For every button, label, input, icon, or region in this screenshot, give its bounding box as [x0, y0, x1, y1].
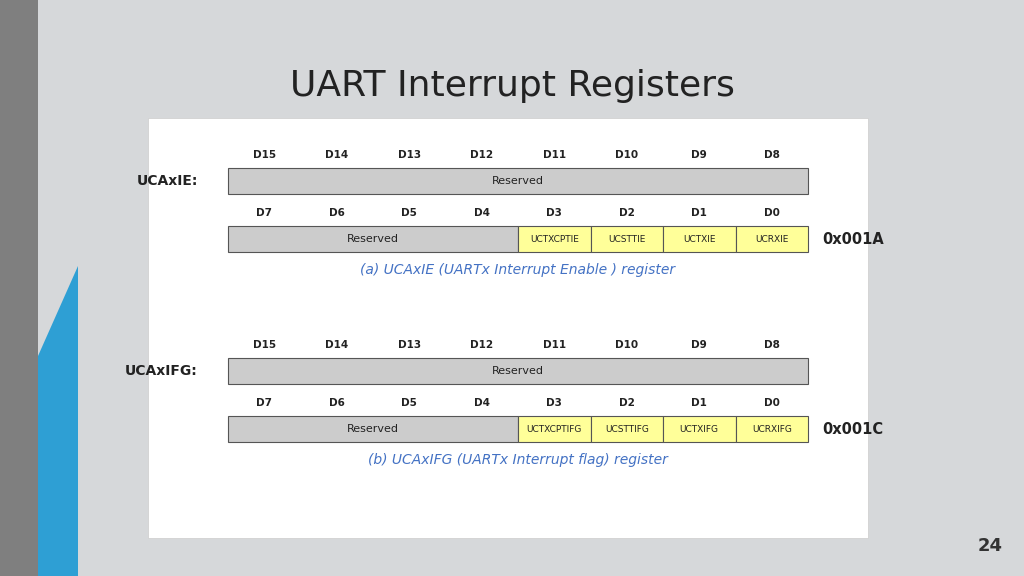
Text: D1: D1 — [691, 398, 708, 408]
Text: UCTXCPTIFG: UCTXCPTIFG — [526, 425, 582, 434]
Text: (b) UCAxIFG (UARTx Interrupt flag) register: (b) UCAxIFG (UARTx Interrupt flag) regis… — [368, 453, 668, 467]
Text: D5: D5 — [401, 208, 417, 218]
FancyBboxPatch shape — [228, 226, 518, 252]
FancyBboxPatch shape — [663, 416, 735, 442]
Text: D3: D3 — [547, 208, 562, 218]
Text: D1: D1 — [691, 208, 708, 218]
Text: D7: D7 — [256, 208, 272, 218]
Text: D15: D15 — [253, 340, 275, 350]
FancyBboxPatch shape — [735, 416, 808, 442]
Text: D10: D10 — [615, 340, 638, 350]
Text: D8: D8 — [764, 340, 779, 350]
Text: D15: D15 — [253, 150, 275, 160]
FancyBboxPatch shape — [228, 416, 518, 442]
FancyBboxPatch shape — [591, 416, 663, 442]
Text: D14: D14 — [326, 340, 348, 350]
Text: D6: D6 — [329, 398, 345, 408]
Text: D11: D11 — [543, 340, 566, 350]
Text: D0: D0 — [764, 208, 779, 218]
Text: Reserved: Reserved — [492, 366, 544, 376]
Text: D4: D4 — [474, 398, 489, 408]
Text: D8: D8 — [764, 150, 779, 160]
Text: D4: D4 — [474, 208, 489, 218]
Text: D12: D12 — [470, 340, 494, 350]
Text: D7: D7 — [256, 398, 272, 408]
Text: D10: D10 — [615, 150, 638, 160]
Text: D13: D13 — [397, 150, 421, 160]
Text: D12: D12 — [470, 150, 494, 160]
Text: D11: D11 — [543, 150, 566, 160]
Text: Reserved: Reserved — [492, 176, 544, 186]
Text: D5: D5 — [401, 398, 417, 408]
Text: 0x001C: 0x001C — [822, 422, 883, 437]
Text: Reserved: Reserved — [347, 424, 399, 434]
Text: D0: D0 — [764, 398, 779, 408]
Text: D13: D13 — [397, 340, 421, 350]
FancyBboxPatch shape — [591, 226, 663, 252]
FancyBboxPatch shape — [735, 226, 808, 252]
Text: UART Interrupt Registers: UART Interrupt Registers — [290, 69, 734, 103]
Text: UCRXIFG: UCRXIFG — [752, 425, 792, 434]
Text: UCTXIE: UCTXIE — [683, 234, 716, 244]
Text: UCTXIFG: UCTXIFG — [680, 425, 719, 434]
FancyBboxPatch shape — [518, 416, 591, 442]
Text: UCTXCPTIE: UCTXCPTIE — [529, 234, 579, 244]
Text: UCRXIE: UCRXIE — [755, 234, 788, 244]
Text: 24: 24 — [978, 537, 1002, 555]
Text: D3: D3 — [547, 398, 562, 408]
Text: 0x001A: 0x001A — [822, 232, 884, 247]
FancyBboxPatch shape — [663, 226, 735, 252]
Text: UCAxIFG:: UCAxIFG: — [125, 364, 198, 378]
FancyBboxPatch shape — [228, 358, 808, 384]
Text: D9: D9 — [691, 150, 708, 160]
Text: D2: D2 — [618, 398, 635, 408]
Text: UCSTTIFG: UCSTTIFG — [605, 425, 648, 434]
FancyBboxPatch shape — [518, 226, 591, 252]
Polygon shape — [0, 0, 38, 576]
Polygon shape — [38, 266, 78, 576]
Text: (a) UCAxIE (UARTx Interrupt Enable ) register: (a) UCAxIE (UARTx Interrupt Enable ) reg… — [360, 263, 676, 277]
Text: UCAxIE:: UCAxIE: — [136, 174, 198, 188]
Text: D6: D6 — [329, 208, 345, 218]
Text: Reserved: Reserved — [347, 234, 399, 244]
Text: D2: D2 — [618, 208, 635, 218]
FancyBboxPatch shape — [228, 168, 808, 194]
FancyBboxPatch shape — [148, 118, 868, 538]
Text: D9: D9 — [691, 340, 708, 350]
Text: UCSTTIE: UCSTTIE — [608, 234, 645, 244]
Text: D14: D14 — [326, 150, 348, 160]
